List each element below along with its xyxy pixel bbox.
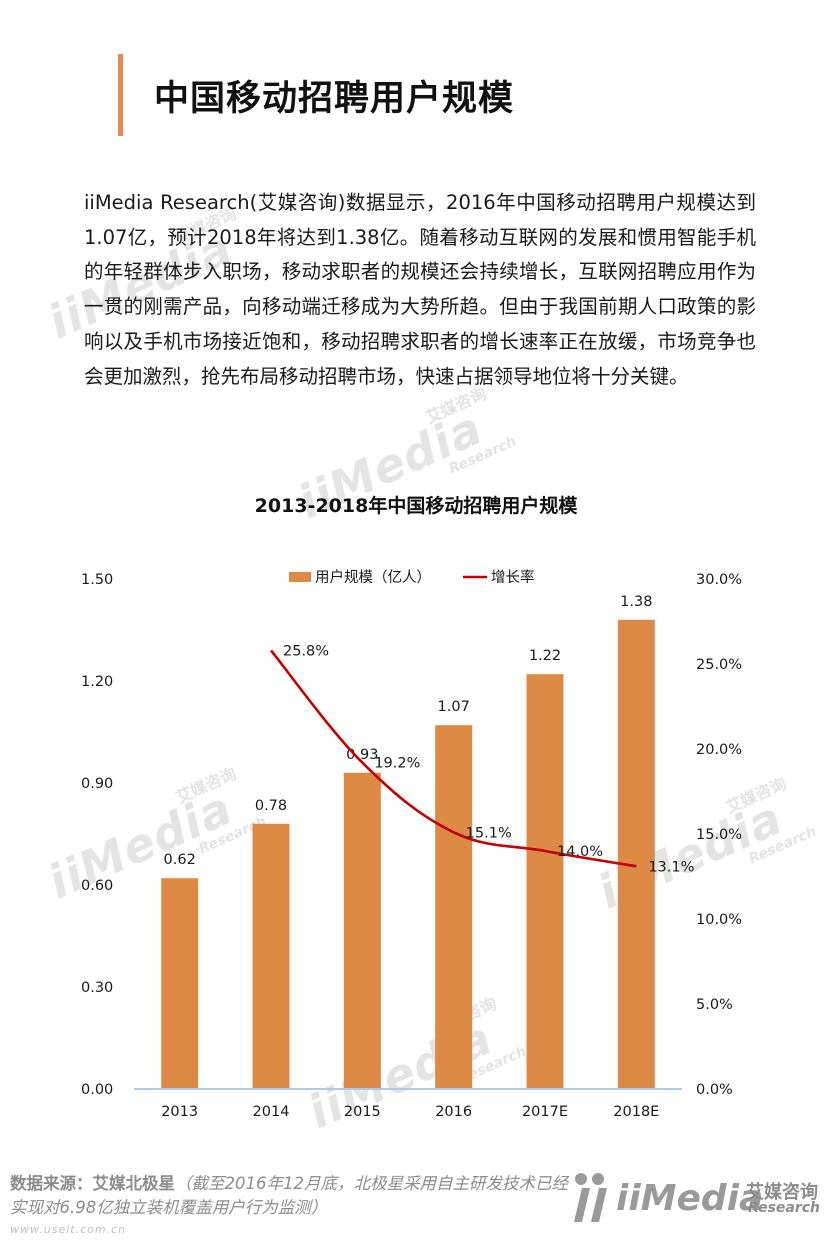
source-label: 数据来源：: [10, 1174, 93, 1193]
x-tick-label: 2015: [344, 1104, 381, 1120]
title-accent-bar: [118, 54, 123, 136]
y-right-tick-label: 25.0%: [696, 657, 742, 673]
y-left-tick-label: 1.50: [81, 572, 113, 588]
y-right-tick-label: 20.0%: [696, 742, 742, 758]
bar-data-label: 0.62: [164, 852, 196, 868]
bar-data-label: 0.93: [346, 747, 378, 763]
growth-rate-line: [269, 649, 637, 868]
line-data-label: 25.8%: [283, 643, 329, 659]
line-data-label: 15.1%: [466, 825, 512, 841]
site-url: www.useit.com.cn: [10, 1223, 127, 1236]
logo-word: iiMedia: [616, 1178, 764, 1219]
logo-cn: 艾媒咨询: [746, 1182, 818, 1203]
bar-user-scale: [343, 772, 381, 1089]
chart-title: 2013-2018年中国移动招聘用户规模: [254, 495, 578, 517]
intro-paragraph: iiMedia Research(艾媒咨询)数据显示，2016年中国移动招聘用户…: [84, 191, 756, 388]
legend-label-line: 增长率: [491, 569, 535, 586]
source-detail: （截至2016年12月底，北极星采用自主研发技术已经实现对6.98亿独立装机覆盖…: [10, 1174, 568, 1217]
y-left-tick-label: 0.90: [81, 776, 113, 792]
bar-user-scale: [252, 823, 290, 1089]
bar-user-scale: [435, 725, 473, 1089]
y-right-tick-label: 0.0%: [696, 1082, 733, 1098]
source-name: 艾媒北极星: [92, 1174, 176, 1193]
y-right-tick-label: 30.0%: [696, 572, 742, 588]
bar-user-scale: [526, 674, 564, 1089]
source-note: 数据来源：艾媒北极星（截至2016年12月底，北极星采用自主研发技术已经实现对6…: [10, 1172, 570, 1220]
bar-user-scale: [617, 619, 655, 1089]
iimedia-logo-icon: [574, 1173, 607, 1222]
y-left-tick-label: 0.30: [81, 980, 113, 996]
y-left-tick-label: 0.60: [81, 878, 113, 894]
y-right-tick-label: 15.0%: [696, 827, 742, 843]
bar-data-label: 0.78: [255, 798, 287, 814]
legend-label-bar: 用户规模（亿人）: [315, 569, 431, 586]
line-data-label: 19.2%: [374, 756, 420, 772]
y-left-tick-label: 0.00: [81, 1082, 113, 1098]
y-left-tick-label: 1.20: [81, 674, 113, 690]
bar-data-label: 1.38: [620, 594, 652, 610]
x-tick-label: 2017E: [522, 1104, 568, 1120]
iimedia-logo: iiMedia 艾媒咨询 Research: [570, 1168, 820, 1228]
x-tick-label: 2013: [161, 1104, 198, 1120]
line-data-label: 13.1%: [648, 859, 694, 875]
x-tick-label: 2014: [253, 1104, 290, 1120]
bar-data-label: 1.22: [529, 648, 561, 664]
x-tick-label: 2018E: [613, 1104, 659, 1120]
logo-en: Research: [748, 1200, 821, 1216]
page-title: 中国移动招聘用户规模: [154, 79, 515, 119]
x-tick-label: 2016: [435, 1104, 472, 1120]
legend-swatch-bar: [289, 572, 311, 582]
bar-data-label: 1.07: [438, 699, 470, 715]
y-right-tick-label: 10.0%: [696, 912, 742, 928]
y-right-tick-label: 5.0%: [696, 997, 733, 1013]
bar-user-scale: [161, 878, 199, 1089]
line-data-label: 14.0%: [557, 844, 603, 860]
